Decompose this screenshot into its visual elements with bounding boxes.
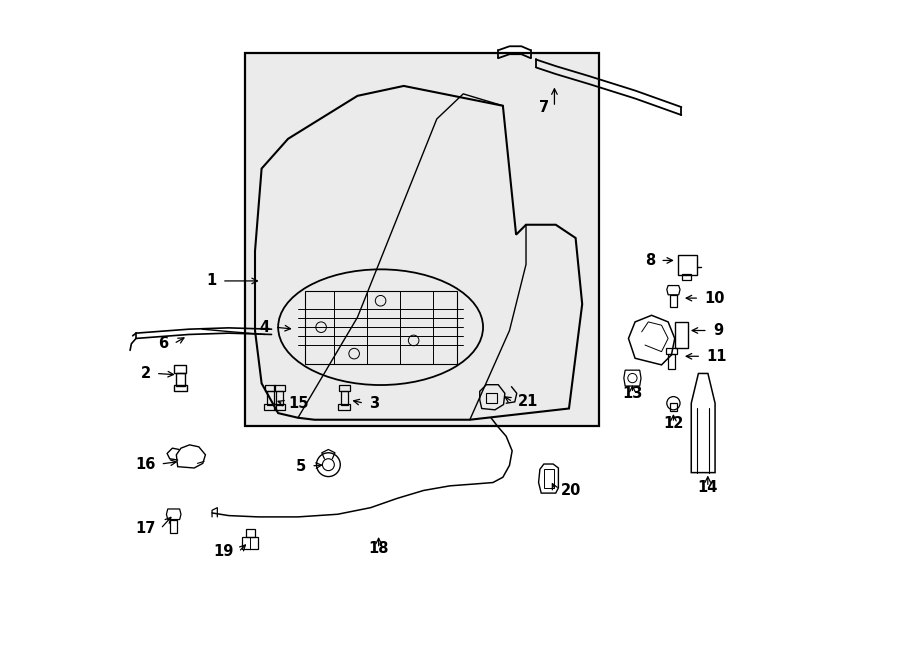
Text: 21: 21	[518, 395, 538, 409]
Text: 15: 15	[289, 396, 310, 410]
Bar	[176, 373, 184, 386]
Bar	[682, 274, 691, 280]
Text: 18: 18	[368, 541, 389, 556]
Bar	[246, 529, 255, 537]
Bar	[670, 403, 677, 411]
Bar	[274, 404, 285, 410]
Text: 2: 2	[140, 366, 150, 381]
Bar	[304, 291, 456, 364]
Bar	[274, 385, 284, 391]
Text: 13: 13	[622, 386, 643, 401]
Text: 12: 12	[663, 416, 684, 430]
Text: 14: 14	[698, 480, 718, 494]
Bar	[678, 255, 697, 275]
Text: 8: 8	[644, 253, 655, 268]
Bar	[670, 295, 677, 307]
Bar	[486, 393, 497, 403]
Bar	[175, 365, 186, 373]
Bar	[338, 404, 350, 410]
Bar	[675, 322, 688, 348]
Text: 5: 5	[296, 459, 306, 473]
Text: 7: 7	[539, 100, 549, 114]
Bar	[339, 385, 349, 391]
Text: 10: 10	[705, 291, 725, 305]
Bar	[544, 469, 554, 488]
Text: 6: 6	[158, 336, 168, 351]
Text: 9: 9	[713, 323, 724, 338]
Bar	[265, 404, 276, 410]
Bar	[170, 520, 177, 533]
Bar	[245, 53, 598, 426]
Bar	[276, 391, 283, 405]
Bar	[341, 391, 347, 405]
Text: 3: 3	[369, 396, 380, 410]
Text: 19: 19	[212, 545, 233, 559]
Bar	[668, 354, 675, 369]
Bar	[267, 391, 274, 405]
Text: 1: 1	[206, 274, 217, 288]
Text: 17: 17	[135, 522, 155, 536]
Bar	[174, 385, 187, 391]
Text: 11: 11	[706, 349, 727, 364]
Text: 20: 20	[561, 483, 581, 498]
Bar	[242, 537, 258, 549]
Bar	[265, 385, 275, 391]
Text: 4: 4	[259, 320, 269, 334]
Text: 16: 16	[135, 457, 155, 471]
Polygon shape	[255, 86, 582, 420]
Bar	[666, 348, 677, 354]
